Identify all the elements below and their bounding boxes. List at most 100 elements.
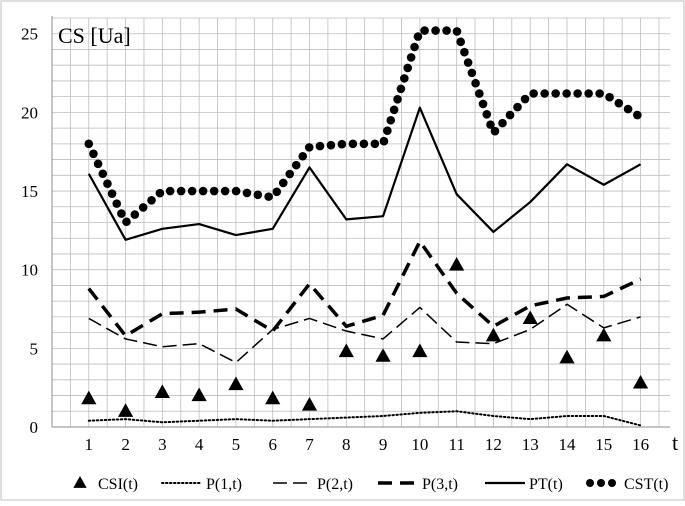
data-point-dot (467, 68, 477, 78)
x-tick-label: 13 (522, 435, 539, 454)
data-point-dot (98, 169, 108, 179)
legend-item: P(3,t) (378, 476, 458, 493)
data-point-dot (112, 199, 122, 208)
data-point-dot (176, 186, 186, 196)
legend-label: P(3,t) (422, 476, 458, 493)
data-point-dot (413, 32, 423, 41)
data-point-dot (520, 94, 530, 104)
data-point-dot (529, 89, 538, 98)
series-p-1-t- (87, 410, 642, 427)
data-point-dot (93, 159, 103, 169)
x-tick-label: 7 (305, 435, 314, 454)
y-tick-label: 5 (30, 339, 39, 358)
legend-swatch (73, 476, 87, 488)
data-point-dot (605, 92, 614, 102)
data-point-dot (505, 110, 515, 120)
data-point-dot (463, 58, 473, 67)
data-point-dot (379, 136, 389, 146)
legend-item: P(1,t) (161, 476, 242, 493)
legend-label: CSI(t) (98, 476, 138, 493)
x-tick-label: 14 (559, 435, 577, 454)
data-point-dot (623, 104, 633, 114)
x-tick-label: 2 (121, 435, 130, 454)
series-cst-t- (84, 26, 642, 227)
legend-label: PT(t) (529, 476, 563, 493)
data-point-dot (359, 139, 369, 149)
data-point-marker (265, 390, 281, 405)
data-point-dot (291, 160, 301, 170)
data-point-dot (383, 126, 392, 136)
y-tick-label: 25 (21, 25, 38, 44)
legend-swatch (586, 479, 594, 487)
data-point-dot (540, 89, 549, 98)
series-line (87, 106, 642, 241)
legend-label: P(2,t) (317, 476, 353, 493)
x-tick-label: 3 (158, 435, 167, 454)
data-point-dot (475, 89, 484, 98)
data-point-dot (278, 178, 288, 188)
data-point-dot (420, 26, 429, 35)
data-point-dot (103, 179, 112, 189)
data-point-dot (478, 99, 488, 109)
data-point-marker (338, 343, 354, 358)
data-point-dot (187, 186, 197, 196)
legend-swatch (597, 479, 605, 487)
data-point-dot (551, 89, 560, 98)
x-axis-label: t (672, 430, 678, 455)
series-layer (81, 26, 649, 427)
data-point-dot (89, 149, 98, 159)
data-point-dot (614, 98, 624, 108)
data-point-dot (122, 217, 131, 227)
data-point-dot (410, 42, 419, 52)
data-point-dot (264, 192, 273, 201)
data-point-dot (304, 143, 314, 152)
data-point-dot (138, 203, 148, 212)
data-point-marker (522, 310, 538, 325)
legend-item: CSI(t) (73, 476, 138, 493)
data-point-dot (130, 210, 140, 219)
data-point-dot (386, 115, 396, 125)
data-point-dot (490, 126, 500, 136)
data-point-dot (337, 139, 347, 149)
data-point-dot (147, 195, 156, 205)
legend-label: CST(t) (624, 476, 668, 493)
data-point-marker (228, 376, 244, 391)
data-point-dot (456, 37, 465, 47)
x-tick-label: 15 (595, 435, 612, 454)
x-tick-label: 16 (632, 435, 649, 454)
data-point-marker (559, 349, 575, 364)
data-point-dot (498, 118, 507, 128)
data-point-marker (375, 348, 391, 362)
data-point-dot (348, 139, 358, 149)
legend-item: P(2,t) (273, 476, 353, 493)
data-point-dot (403, 63, 413, 73)
data-point-dot (231, 186, 241, 196)
data-point-dot (220, 186, 230, 196)
data-point-dot (562, 89, 571, 98)
data-point-dot (396, 84, 406, 94)
y-tick-label: 10 (21, 261, 38, 280)
data-point-dot (471, 78, 480, 88)
data-point-dot (393, 95, 402, 104)
x-tick-label: 6 (268, 435, 277, 454)
data-point-dot (84, 139, 94, 149)
data-point-marker (596, 327, 612, 342)
series-line (87, 410, 642, 427)
series-csi-t- (81, 256, 649, 417)
data-point-marker (485, 327, 502, 342)
legend-item: CST(t) (586, 476, 668, 493)
data-point-dot (584, 89, 593, 98)
data-point-dot (198, 186, 208, 196)
data-point-marker (412, 343, 428, 358)
data-point-dot (513, 102, 522, 112)
data-point-dot (326, 140, 336, 150)
data-point-dot (431, 26, 440, 35)
series-line (88, 303, 641, 364)
y-tick-label: 0 (30, 418, 39, 437)
data-point-dot (209, 186, 219, 196)
data-point-dot (370, 139, 380, 149)
x-tick-label: 1 (85, 435, 94, 454)
